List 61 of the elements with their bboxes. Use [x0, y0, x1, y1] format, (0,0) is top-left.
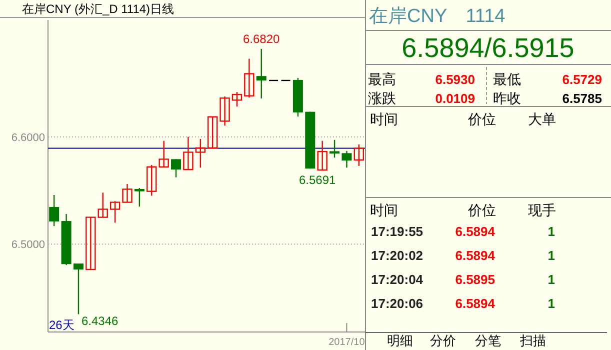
text: 1	[548, 224, 555, 239]
candlestick	[220, 96, 230, 126]
candlestick	[195, 138, 206, 168]
candlestick	[98, 192, 108, 218]
candlestick	[354, 144, 364, 167]
candlestick	[158, 140, 169, 168]
candlestick	[207, 116, 218, 149]
text: 现手	[528, 202, 556, 218]
candlestick	[330, 139, 340, 158]
text: 6.5895	[455, 272, 495, 287]
text: 1	[548, 272, 555, 287]
candlestick	[244, 58, 254, 98]
text: 扫描	[519, 333, 546, 348]
text: 最高	[368, 71, 396, 87]
text: 17:19:55	[371, 224, 424, 239]
text: 0.0109	[435, 91, 475, 106]
candlestick	[256, 48, 266, 100]
text: 分价	[430, 333, 456, 348]
text: 明细	[387, 333, 413, 348]
text: 6.5785	[562, 91, 602, 106]
candlestick	[171, 158, 182, 178]
text: 大单	[528, 111, 556, 127]
text: 价位	[467, 202, 496, 218]
text: 时间	[370, 202, 398, 218]
text: 6.5894	[455, 224, 496, 239]
x-tick-label: 2017/10	[328, 337, 366, 348]
candlestick	[86, 216, 96, 270]
annotation: 6.5691	[298, 172, 336, 187]
y-tick-label: 6.5000	[11, 239, 45, 252]
candlestick	[49, 194, 60, 227]
text: 昨收	[493, 90, 521, 106]
candlestick	[110, 200, 120, 224]
annotation: 6.4346	[81, 314, 119, 328]
text: 6.5894	[455, 248, 496, 263]
text: 6.5930	[435, 72, 475, 87]
text: 17:20:06	[371, 296, 424, 311]
text: 价位	[467, 111, 496, 127]
candlestick	[146, 164, 157, 196]
text: 17:20:02	[371, 248, 424, 263]
y-tick-label: 6.6000	[11, 132, 45, 144]
text: 17:20:04	[371, 272, 424, 287]
text: 1	[548, 296, 555, 311]
annotation: 26天	[49, 318, 74, 332]
annotation: 6.6820	[243, 32, 280, 46]
candlestick	[317, 140, 328, 171]
chart-title: 在岸CNY (外汇_D 1114)日线	[22, 2, 174, 16]
text: 6.5729	[562, 72, 602, 87]
candlestick	[183, 136, 194, 170]
text: 在岸CNY 1114	[369, 6, 506, 27]
candlestick	[342, 150, 352, 168]
candlestick	[73, 262, 84, 315]
text: 最低	[493, 71, 521, 87]
text: 6.5894	[455, 296, 496, 311]
text: 1	[548, 248, 555, 263]
candlestick	[122, 183, 132, 203]
candlestick	[134, 187, 144, 208]
text: 时间	[370, 111, 398, 127]
candlestick	[232, 91, 242, 108]
text: 6.5894/6.5915	[402, 33, 574, 63]
text: 分笔	[475, 333, 501, 348]
text: 涨跌	[368, 90, 396, 106]
